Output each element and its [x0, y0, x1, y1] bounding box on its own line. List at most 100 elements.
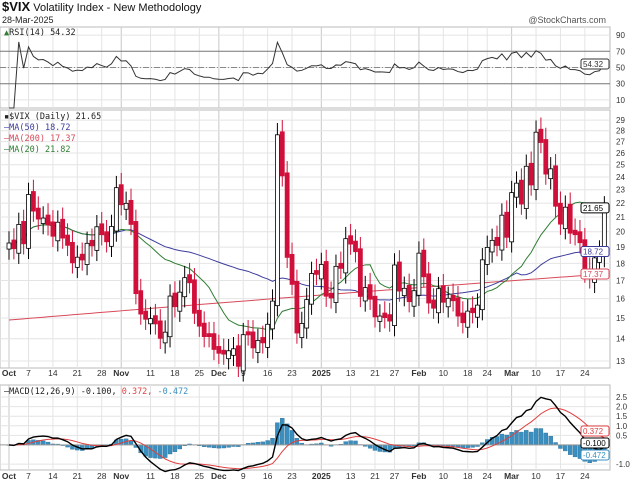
candle-body — [567, 203, 573, 234]
candle — [304, 287, 310, 339]
candle-body — [94, 226, 100, 251]
rsi-tick-label: 90 — [616, 31, 625, 40]
candle — [26, 182, 31, 260]
candle — [260, 325, 266, 354]
macd-histogram-bar — [348, 440, 353, 446]
hist-last-tag-box — [580, 449, 610, 461]
candle — [499, 203, 505, 261]
candle — [113, 175, 119, 242]
candle-body — [318, 264, 324, 280]
x-tick-label: 23 — [287, 368, 297, 378]
x-tick-label: 18 — [170, 471, 180, 481]
candle — [211, 321, 217, 361]
candle-body — [162, 331, 168, 344]
x-tick-label: 23 — [287, 471, 297, 481]
candle — [50, 210, 56, 247]
rsi-tick-label: 50 — [616, 64, 625, 73]
candle-body — [338, 262, 344, 269]
x-tick-label: 24 — [483, 368, 493, 378]
candle-body — [143, 310, 149, 320]
candle-body — [553, 165, 558, 207]
ma20-legend: —MA(20) 21.82 — [4, 145, 71, 155]
candle — [533, 120, 539, 201]
candle — [279, 120, 285, 187]
candle — [411, 278, 417, 317]
candle — [343, 226, 349, 284]
brand-watermark: @StockCharts.com — [528, 15, 606, 25]
rsi-last-tag-box — [580, 58, 610, 70]
x-tick-label: 17 — [556, 471, 566, 481]
candle-body — [455, 297, 461, 317]
candle — [509, 180, 515, 253]
candle — [479, 248, 485, 321]
candle-body — [382, 312, 388, 319]
candle-body — [416, 252, 422, 296]
rsi-tick-label: 30 — [616, 80, 625, 89]
candle-body — [314, 270, 319, 275]
x-tick-label: Dec — [211, 368, 227, 378]
candle-body — [118, 184, 124, 206]
candle-body — [484, 247, 490, 265]
candle — [514, 171, 519, 208]
candle-body — [226, 350, 232, 360]
macd-histogram-bar — [172, 444, 178, 452]
price-tick-label: 16 — [616, 295, 625, 304]
candle — [396, 250, 402, 302]
candle-body — [216, 346, 222, 354]
candle-body — [450, 294, 456, 302]
ma50-legend: —MA(50) 18.72 — [4, 123, 71, 133]
candle — [162, 320, 168, 354]
candle — [519, 168, 524, 215]
x-tick-label: 2025 — [312, 368, 331, 378]
candle — [318, 252, 324, 290]
candle-body — [519, 179, 524, 205]
candle — [333, 254, 339, 314]
candle — [553, 154, 558, 217]
candle-body — [187, 274, 192, 284]
candle — [235, 334, 241, 378]
x-tick-label: 25 — [195, 368, 205, 378]
candle — [567, 192, 573, 244]
x-tick-label: 11 — [146, 471, 155, 481]
price-last-tag: 21.65 — [580, 202, 610, 214]
candle — [440, 273, 446, 313]
candle-body — [109, 226, 114, 247]
candle-body — [509, 192, 515, 243]
signal-last-tag: 0.372 — [580, 425, 610, 437]
candle-body — [523, 165, 529, 209]
macd-histogram-bar — [284, 423, 290, 446]
x-tick-label: 24 — [580, 368, 590, 378]
candle — [133, 209, 139, 305]
macd-histogram-bar — [270, 438, 275, 446]
candle — [548, 157, 554, 190]
candle — [157, 309, 163, 350]
candle-body — [328, 292, 334, 299]
x-tick-label: 27 — [390, 471, 400, 481]
candle-body — [353, 240, 358, 253]
candle — [201, 311, 207, 348]
candle — [206, 321, 212, 348]
price-tick-label: 21 — [616, 213, 625, 222]
x-tick-label: 10 — [531, 368, 541, 378]
price-tick-label: 19 — [616, 243, 625, 252]
signal-last-tag-text: 0.372 — [583, 427, 604, 436]
price-tick-label: 18 — [616, 259, 625, 268]
candle — [84, 231, 90, 276]
candle-body — [538, 128, 544, 143]
x-tick-label: 11 — [146, 368, 155, 378]
candle-body — [294, 280, 300, 334]
candle — [216, 334, 222, 364]
candle-body — [440, 285, 446, 303]
candle-body — [235, 345, 241, 367]
candle — [250, 320, 256, 359]
candle — [123, 191, 129, 220]
candle-body — [572, 229, 578, 236]
candle — [523, 154, 529, 220]
candle-body — [577, 231, 583, 244]
x-tick-label: 21 — [73, 368, 83, 378]
x-tick-label: Mar — [504, 471, 520, 481]
x-tick-label: 28 — [97, 471, 107, 481]
candle — [45, 203, 51, 236]
candle — [577, 219, 583, 254]
candle — [177, 280, 183, 322]
